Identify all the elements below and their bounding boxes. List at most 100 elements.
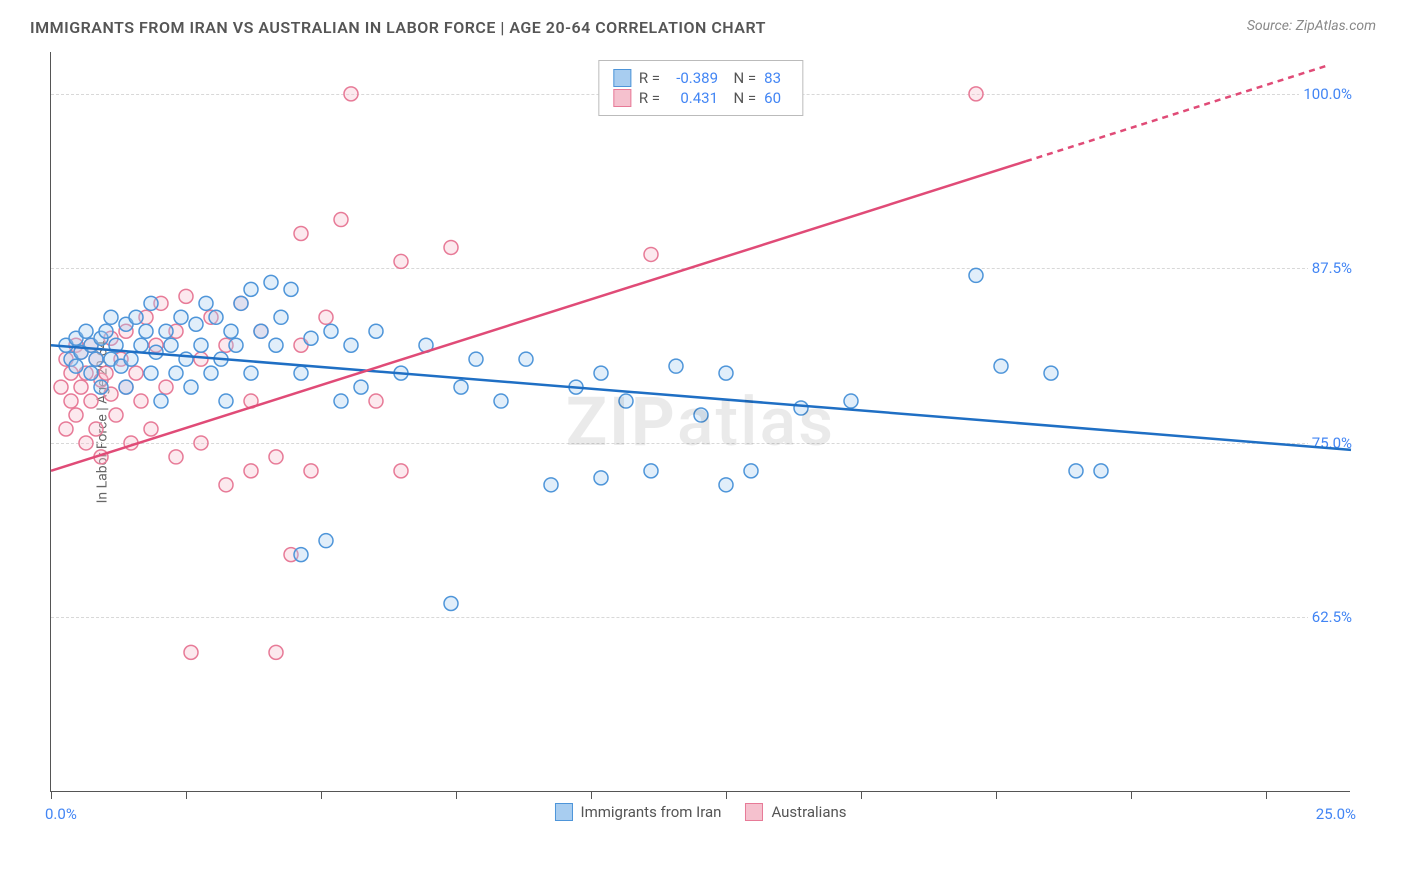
data-point [59,422,73,436]
data-point [144,422,158,436]
data-point [244,366,258,380]
correlation-row: R = 0.431 N = 60 [613,89,788,107]
data-point [394,464,408,478]
x-tick [1266,791,1267,799]
corr-r-label: R = [639,69,660,87]
data-point [644,464,658,478]
data-point [69,359,83,373]
x-tick [861,791,862,799]
corr-r-value: -0.389 [668,69,718,87]
corr-r-label: R = [639,89,660,107]
data-point [304,331,318,345]
data-point [394,254,408,268]
legend-swatch [613,69,631,87]
data-point [154,394,168,408]
data-point [1044,366,1058,380]
data-point [969,268,983,282]
x-tick [186,791,187,799]
data-point [269,450,283,464]
legend-swatch [613,89,631,107]
data-point [334,394,348,408]
data-point [99,366,113,380]
data-point [644,247,658,261]
data-point [109,408,123,422]
data-point [264,275,278,289]
data-point [79,436,93,450]
data-point [94,380,108,394]
data-point [719,478,733,492]
data-point [164,338,178,352]
data-point [324,324,338,338]
data-point [134,394,148,408]
data-point [79,324,93,338]
legend-label: Immigrants from Iran [580,803,721,821]
trend-line [1026,66,1326,161]
legend: Immigrants from Iran Australians [554,803,846,821]
data-point [69,408,83,422]
x-tick [726,791,727,799]
data-point [199,296,213,310]
data-point [89,422,103,436]
data-point [269,338,283,352]
data-point [274,310,288,324]
corr-n-label: N = [726,69,756,87]
data-point [219,394,233,408]
data-point [469,352,483,366]
chart-source: Source: ZipAtlas.com [1247,18,1376,34]
data-point [244,464,258,478]
data-point [444,597,458,611]
scatter-svg [51,52,1350,791]
data-point [594,471,608,485]
chart-plot-area: In Labor Force | Age 20-64 62.5%75.0%87.… [50,52,1350,792]
data-point [209,310,223,324]
legend-item: Immigrants from Iran [554,803,721,821]
data-point [969,87,983,101]
data-point [179,289,193,303]
data-point [619,394,633,408]
data-point [134,338,148,352]
data-point [334,213,348,227]
data-point [234,296,248,310]
correlation-row: R = -0.389 N = 83 [613,69,788,87]
data-point [159,324,173,338]
data-point [669,359,683,373]
data-point [544,478,558,492]
data-point [194,436,208,450]
corr-r-value: 0.431 [668,89,718,107]
data-point [64,394,78,408]
data-point [1094,464,1108,478]
data-point [159,380,173,394]
data-point [194,338,208,352]
data-point [719,366,733,380]
x-axis-min-label: 0.0% [45,805,77,823]
data-point [144,296,158,310]
data-point [694,408,708,422]
data-point [294,548,308,562]
data-point [169,366,183,380]
data-point [354,380,368,394]
data-point [169,450,183,464]
data-point [454,380,468,394]
data-point [254,324,268,338]
data-point [84,394,98,408]
data-point [344,338,358,352]
corr-n-value: 83 [764,69,788,87]
data-point [84,366,98,380]
legend-label: Australians [771,803,846,821]
data-point [144,366,158,380]
data-point [369,394,383,408]
data-point [119,380,133,394]
data-point [369,324,383,338]
data-point [1069,464,1083,478]
x-tick [456,791,457,799]
data-point [344,87,358,101]
data-point [294,227,308,241]
data-point [179,352,193,366]
chart-title: IMMIGRANTS FROM IRAN VS AUSTRALIAN IN LA… [30,18,766,37]
data-point [229,338,243,352]
data-point [189,317,203,331]
data-point [284,282,298,296]
data-point [319,534,333,548]
data-point [124,352,138,366]
data-point [844,394,858,408]
